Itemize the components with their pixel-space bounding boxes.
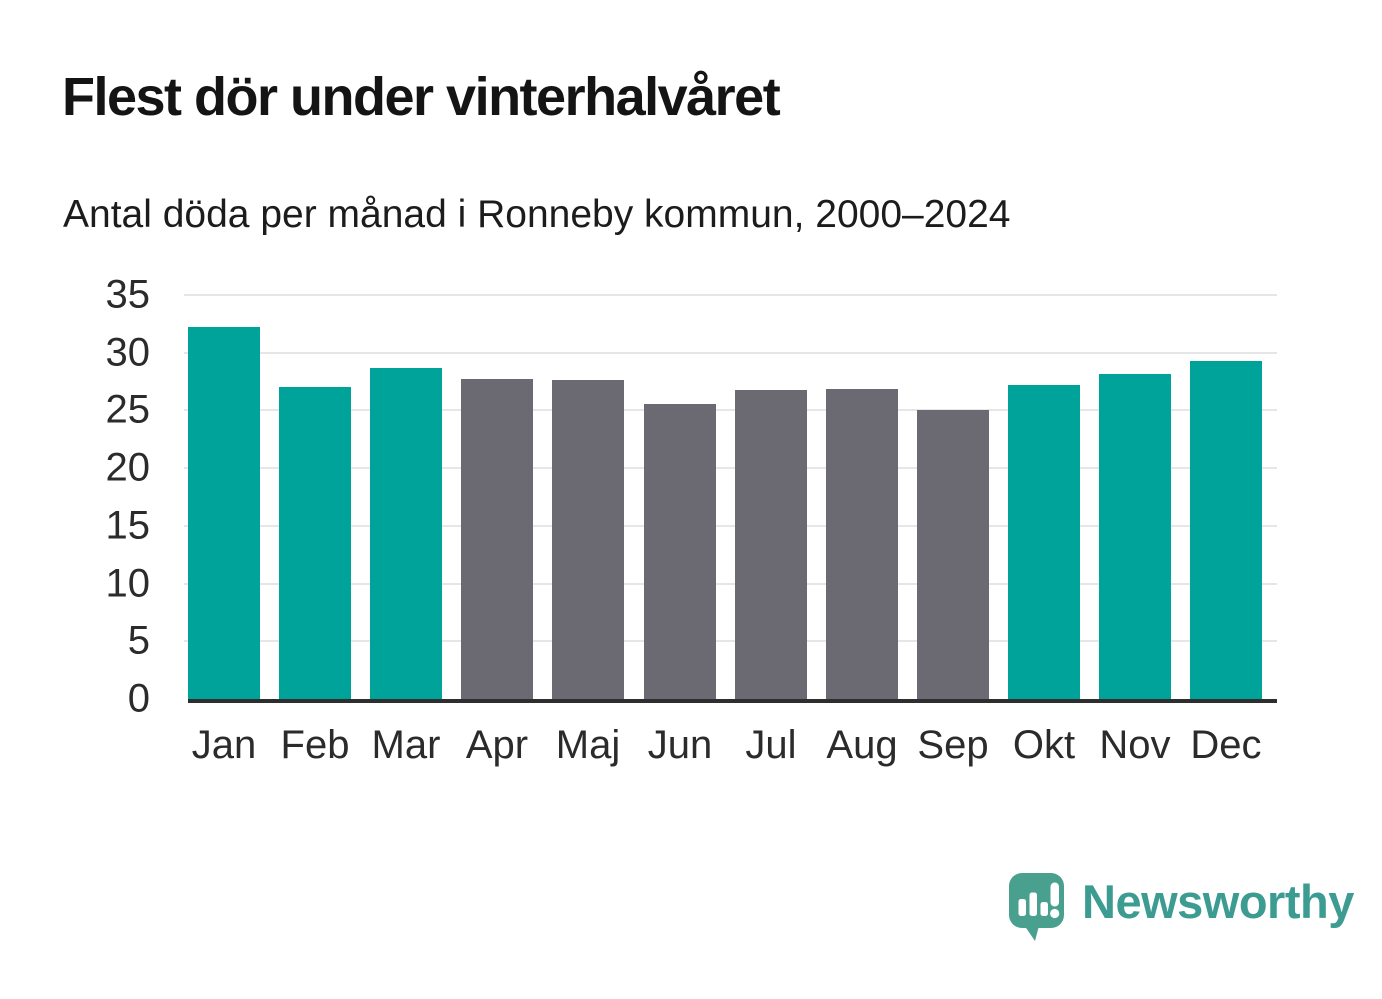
bar-jun — [644, 403, 716, 699]
bar-chart: 0 5 10 15 20 25 30 35 Jan Feb Mar Apr Maj Jun Jul Aug Se… — [106, 273, 1277, 767]
bar-apr — [461, 379, 533, 699]
logo-text: Newsworthy — [1082, 875, 1354, 928]
y-tick-30: 30 — [105, 330, 151, 375]
gridline-35 — [184, 294, 1277, 296]
bar-aug — [826, 388, 898, 699]
bar-jul — [735, 389, 807, 699]
x-label-nov: Nov — [1099, 723, 1171, 767]
bar-feb — [279, 387, 351, 699]
x-label-maj: Maj — [555, 723, 621, 767]
page-title: Flest dör under vinterhalvåret — [62, 67, 781, 127]
y-tick-20: 20 — [105, 445, 151, 490]
gridline-15 — [184, 524, 1277, 527]
bar-sep — [917, 410, 989, 699]
gridline-25 — [184, 409, 1277, 412]
bar-mar — [370, 367, 442, 699]
x-label-jan: Jan — [191, 723, 257, 767]
bar-maj — [552, 380, 624, 699]
x-label-jun: Jun — [647, 723, 713, 767]
x-label-sep: Sep — [917, 723, 989, 767]
x-label-jul: Jul — [745, 723, 797, 767]
y-tick-35: 35 — [105, 272, 151, 317]
y-tick-5: 5 — [127, 618, 150, 663]
gridline-30 — [184, 351, 1277, 354]
bar-jan — [188, 327, 260, 699]
x-label-feb: Feb — [280, 723, 350, 767]
bar-dec — [1190, 360, 1262, 699]
x-label-mar: Mar — [371, 723, 441, 767]
x-label-aug: Aug — [826, 723, 898, 767]
gridline-10 — [184, 582, 1277, 585]
gridline-20 — [184, 467, 1277, 470]
x-label-apr: Apr — [465, 723, 529, 767]
y-tick-25: 25 — [105, 387, 151, 432]
x-label-dec: Dec — [1190, 723, 1262, 767]
x-label-okt: Okt — [1012, 723, 1076, 767]
bar-okt — [1008, 385, 1080, 699]
speech-bubble-bar-chart-icon — [1009, 873, 1064, 941]
gridline-5 — [184, 640, 1277, 643]
page-subtitle: Antal döda per månad i Ronneby kommun, 2… — [63, 193, 1011, 236]
y-tick-15: 15 — [105, 503, 151, 548]
newsworthy-logo: Newsworthy — [1008, 872, 1354, 942]
y-tick-10: 10 — [105, 561, 151, 606]
y-tick-0: 0 — [127, 676, 150, 721]
bar-nov — [1099, 373, 1171, 699]
